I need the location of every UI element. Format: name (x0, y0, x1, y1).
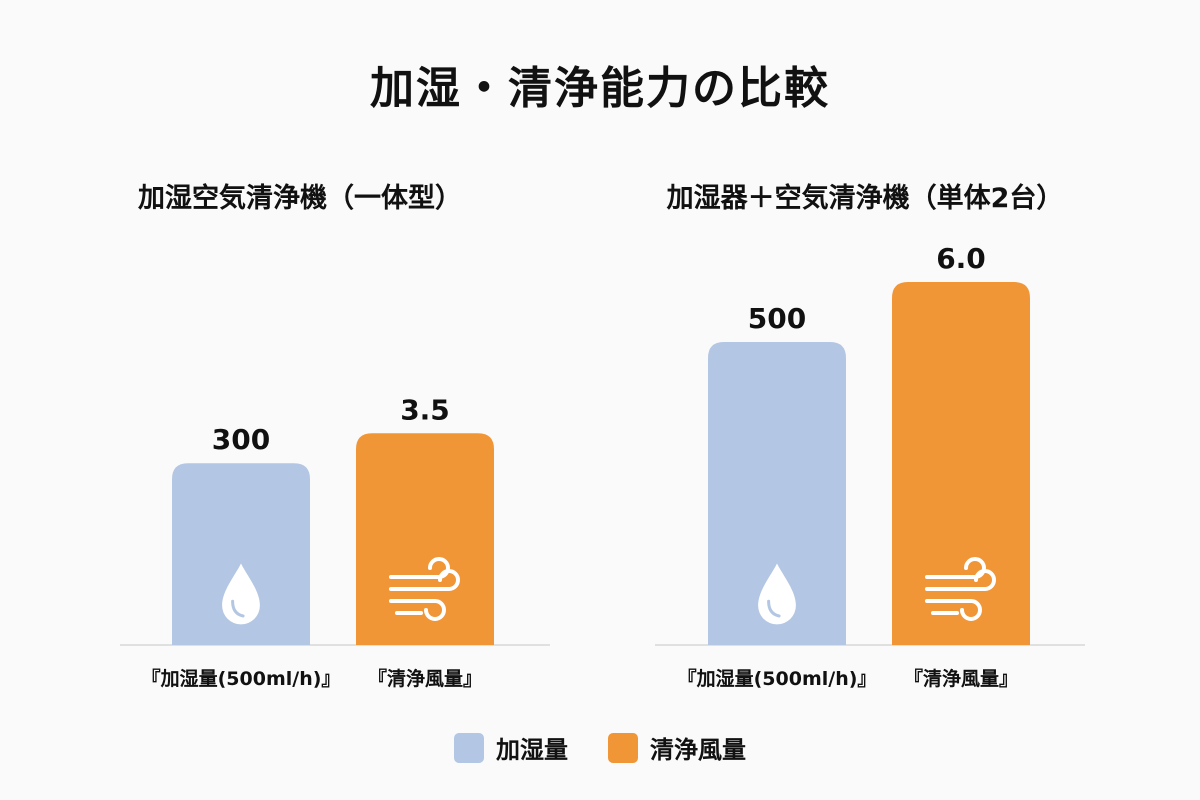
bar-purify (356, 433, 494, 645)
x-tick-label: 『加湿量(500ml/h)』 (678, 668, 877, 690)
water-drop-icon (758, 563, 796, 625)
water-drop-icon (222, 563, 260, 625)
x-tick-label: 『清浄風量』 (904, 667, 1018, 690)
wind-icon (389, 557, 460, 621)
legend-item-humidify: 加湿量 (454, 730, 568, 765)
bar-value-label: 6.0 (936, 242, 986, 275)
legend-label-purify: 清浄風量 (650, 736, 746, 764)
bar-value-label: 300 (212, 423, 270, 456)
legend-label-humidify: 加湿量 (496, 736, 568, 764)
main-title: 加湿・清浄能力の比較 (370, 63, 830, 114)
legend-swatch-purify (608, 732, 638, 763)
bar-humidify (708, 342, 846, 645)
x-tick-label: 『清浄風量』 (368, 667, 482, 690)
wind-icon (925, 557, 996, 621)
legend-swatch-humidify (454, 732, 484, 763)
bar-humidify (172, 463, 310, 645)
bar-value-label: 500 (748, 302, 806, 335)
legend: 加湿量 清浄風量 (0, 730, 1200, 765)
bar-value-label: 3.5 (400, 393, 450, 426)
panel-title-integrated: 加湿空気清浄機（一体型） (138, 183, 462, 214)
panel-title-separate: 加湿器＋空気清浄機（単体2台） (666, 183, 1064, 214)
legend-item-purify: 清浄風量 (608, 730, 746, 765)
x-tick-label: 『加湿量(500ml/h)』 (142, 668, 341, 690)
bar-purify (892, 282, 1030, 645)
